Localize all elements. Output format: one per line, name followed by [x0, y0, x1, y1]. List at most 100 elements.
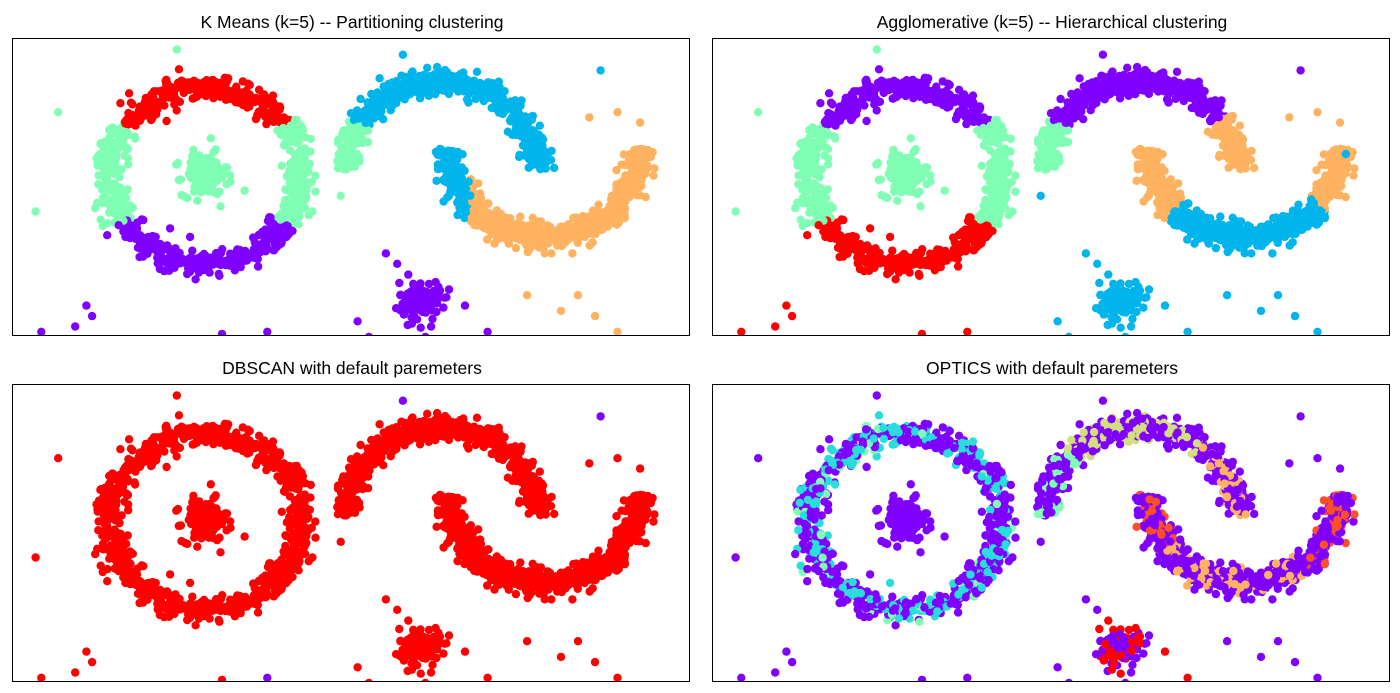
scatter-point [1166, 191, 1175, 200]
scatter-point [918, 83, 927, 92]
scatter-point [987, 205, 996, 214]
scatter-point [257, 99, 267, 108]
scatter-point [977, 126, 986, 135]
scatter-point [284, 230, 293, 239]
scatter-point [856, 252, 865, 262]
scatter-point [1115, 94, 1125, 103]
scatter-point [1063, 98, 1072, 107]
scatter-point [116, 184, 126, 194]
scatter-point [190, 258, 200, 267]
scatter-point [1350, 164, 1359, 173]
scatter-point [915, 187, 924, 196]
scatter-point [1107, 68, 1116, 78]
scatter-point [94, 180, 103, 189]
scatter-point [216, 202, 225, 211]
scatter-point [872, 160, 881, 169]
scatter-point [866, 249, 875, 258]
scatter-point [363, 98, 372, 107]
scatter-point [820, 151, 829, 160]
scatter-point [399, 309, 409, 319]
scatter-point [179, 88, 189, 98]
scatter-point [529, 220, 538, 230]
scatter-point [437, 68, 447, 77]
scatter-point [976, 103, 985, 112]
scatter-point [991, 138, 1001, 147]
scatter-point [889, 145, 898, 154]
scatter-point [204, 159, 213, 168]
scatter-point [263, 327, 272, 335]
scatter-point [435, 293, 445, 302]
scatter-point [431, 147, 441, 157]
scatter-point [894, 268, 904, 277]
scatter-point [523, 247, 532, 257]
scatter-point [1205, 116, 1215, 125]
scatter-point [37, 327, 46, 335]
scatter-point [268, 91, 278, 100]
scatter-point [1319, 150, 1329, 159]
scatter-point [128, 113, 137, 123]
scatter-point [195, 163, 204, 172]
scatter-point [493, 234, 502, 243]
scatter-point [437, 164, 446, 173]
scatter-point [218, 245, 227, 254]
scatter-point [879, 88, 889, 98]
scatter-point [975, 228, 985, 237]
scatter-point [968, 91, 978, 100]
scatter-point [218, 83, 227, 92]
scatter-point [124, 131, 133, 140]
scatter-point [550, 163, 559, 173]
scatter-point [298, 166, 308, 175]
scatter-point [432, 176, 441, 185]
scatter-point [292, 200, 302, 210]
scatter-point [838, 252, 848, 261]
scatter-point [1139, 86, 1148, 95]
scatter-point [292, 127, 301, 137]
scatter-point [474, 179, 483, 188]
scatter-point [505, 116, 515, 125]
scatter-point [514, 152, 524, 162]
scatter-point [414, 87, 423, 96]
scatter-point [286, 159, 295, 169]
scatter-point [116, 131, 125, 141]
scatter-point [874, 65, 884, 74]
scatter-point [344, 155, 354, 164]
scatter-point [609, 218, 619, 228]
scatter-point [895, 163, 904, 172]
scatter-point [541, 164, 550, 173]
scatter-point [966, 213, 975, 222]
scatter-point [1235, 121, 1244, 130]
scatter-point [1037, 150, 1047, 159]
scatter-point [1077, 96, 1086, 105]
scatter-point [938, 77, 947, 86]
scatter-point [400, 95, 409, 104]
scatter-point [984, 230, 993, 239]
scatter-point [954, 85, 964, 94]
scatter-point [530, 233, 539, 243]
scatter-point [285, 166, 294, 176]
scatter-point [515, 235, 524, 244]
scatter-point [894, 82, 903, 91]
scatter-point [547, 249, 556, 258]
scatter-point [1044, 155, 1054, 164]
scatter-point [480, 201, 490, 210]
scatter-point [211, 145, 220, 154]
scatter-point [998, 166, 1008, 175]
scatter-point [985, 166, 994, 176]
scatter-point [226, 171, 235, 180]
scatter-point [209, 94, 218, 103]
scatter-point [193, 196, 202, 205]
scatter-point [118, 207, 127, 216]
scatter-point [31, 207, 40, 216]
scatter-point [119, 227, 128, 236]
scatter-point [841, 93, 850, 103]
scatter-point [618, 181, 627, 190]
scatter-point [935, 245, 944, 255]
scatter-point [130, 134, 140, 143]
chart-title: K Means (k=5) -- Partitioning clustering [200, 12, 504, 32]
scatter-point [992, 200, 1002, 210]
scatter-point [276, 103, 285, 112]
scatter-point [1100, 95, 1109, 104]
scatter-point [447, 160, 457, 169]
scatter-point [858, 91, 867, 100]
scatter-point [594, 200, 603, 209]
